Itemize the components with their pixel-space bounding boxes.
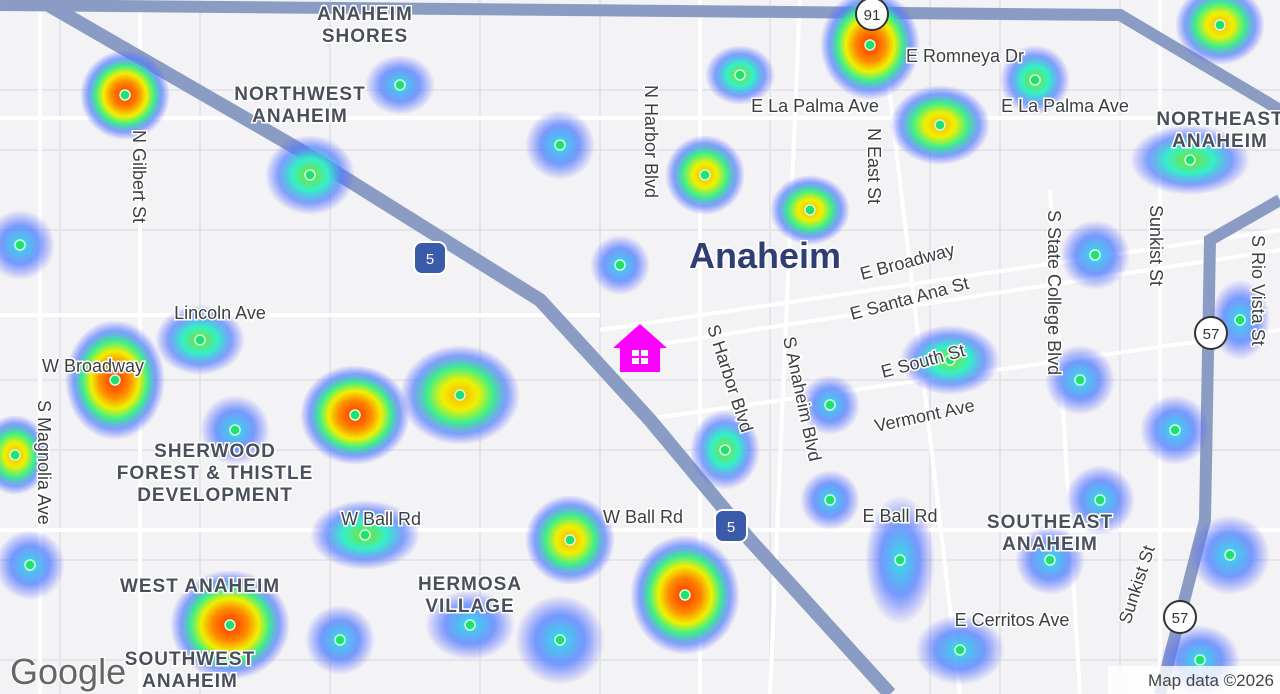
data-point	[554, 139, 566, 151]
shield	[855, 0, 889, 31]
street-label: E Cerritos Ave	[955, 610, 1070, 630]
google-logo: Google	[10, 651, 126, 692]
data-point	[334, 634, 346, 646]
street-label: N East St	[864, 128, 884, 204]
data-point	[614, 259, 626, 271]
data-point	[824, 494, 836, 506]
place-label: ANAHEIM	[1002, 534, 1098, 555]
shield-label: 57	[1172, 610, 1189, 627]
place-label: HERMOSA	[418, 574, 522, 595]
shield	[413, 241, 447, 275]
shield-label: 5	[727, 519, 735, 536]
place-label: ANAHEIM	[1172, 131, 1268, 152]
place-label: SOUTHWEST	[125, 649, 255, 670]
data-point	[1194, 654, 1206, 666]
street-label: W Broadway	[42, 356, 144, 376]
street-label: W Ball Rd	[603, 507, 683, 527]
attribution: Map data ©2026	[1148, 671, 1274, 690]
data-point	[359, 529, 371, 541]
data-point	[1214, 19, 1226, 31]
data-point	[944, 354, 956, 366]
shield	[714, 509, 748, 543]
place-label: ANAHEIM	[252, 106, 348, 127]
street-label: E Romneya Dr	[906, 46, 1024, 66]
data-point	[824, 399, 836, 411]
city-label: Anaheim	[689, 235, 841, 276]
data-point	[679, 589, 691, 601]
place-label: NORTHWEST	[234, 84, 365, 105]
data-point	[864, 39, 876, 51]
data-point	[24, 559, 36, 571]
shield	[1163, 600, 1197, 634]
data-point	[934, 119, 946, 131]
data-point	[1234, 314, 1246, 326]
data-point	[454, 389, 466, 401]
place-label: FOREST & THISTLE	[117, 463, 314, 484]
data-point	[804, 204, 816, 216]
data-point	[1224, 549, 1236, 561]
shield	[1194, 316, 1228, 350]
data-point	[304, 169, 316, 181]
place-label: VILLAGE	[425, 596, 514, 617]
street-label: W Ball Rd	[341, 509, 421, 529]
home-icon	[613, 324, 667, 372]
data-point	[229, 424, 241, 436]
data-point	[14, 239, 26, 251]
data-point	[9, 449, 21, 461]
shield-label: 91	[864, 7, 881, 24]
data-point	[1044, 554, 1056, 566]
street-label: Sunkist St	[1146, 205, 1166, 286]
shield-label: 5	[426, 251, 434, 268]
data-point	[1089, 249, 1101, 261]
data-point	[1094, 494, 1106, 506]
street-label: N Gilbert St	[129, 130, 149, 223]
data-point	[734, 69, 746, 81]
place-label: SOUTHEAST	[987, 512, 1113, 533]
data-point	[109, 374, 121, 386]
data-point	[1074, 374, 1086, 386]
street-label: E Ball Rd	[862, 506, 937, 526]
data-point	[119, 89, 131, 101]
street-label: S Rio Vista St	[1248, 235, 1268, 346]
heat-spot	[0, 415, 50, 495]
data-point	[564, 534, 576, 546]
place-label: WEST ANAHEIM	[120, 576, 280, 597]
attribution-bg	[1108, 666, 1280, 694]
place-label: SHORES	[322, 26, 408, 47]
data-point	[464, 619, 476, 631]
data-point	[1169, 424, 1181, 436]
shield-label: 57	[1203, 326, 1220, 343]
street-label: Sunkist St	[1115, 543, 1159, 626]
data-point	[719, 444, 731, 456]
data-point	[349, 409, 361, 421]
data-point	[894, 554, 906, 566]
data-point	[194, 334, 206, 346]
place-label: ANAHEIM	[142, 671, 238, 692]
place-label: ANAHEIM	[317, 4, 413, 25]
heat-spot	[1175, 0, 1265, 65]
street-label: S Magnolia Ave	[34, 400, 54, 525]
heat-spot	[0, 210, 55, 280]
data-point	[554, 634, 566, 646]
data-point	[1029, 74, 1041, 86]
street-label: N Harbor Blvd	[641, 85, 661, 198]
data-point	[1184, 154, 1196, 166]
data-point	[394, 79, 406, 91]
street-label: Lincoln Ave	[174, 303, 266, 323]
data-point	[954, 644, 966, 656]
data-point	[224, 619, 236, 631]
place-label: SHERWOOD	[154, 441, 276, 462]
place-label: NORTHEAST	[1156, 109, 1280, 130]
data-point	[699, 169, 711, 181]
street-label: E La Palma Ave	[751, 96, 879, 116]
place-label: DEVELOPMENT	[137, 485, 293, 506]
street-label: S State College Blvd	[1044, 210, 1064, 375]
street-label: E La Palma Ave	[1001, 96, 1129, 116]
